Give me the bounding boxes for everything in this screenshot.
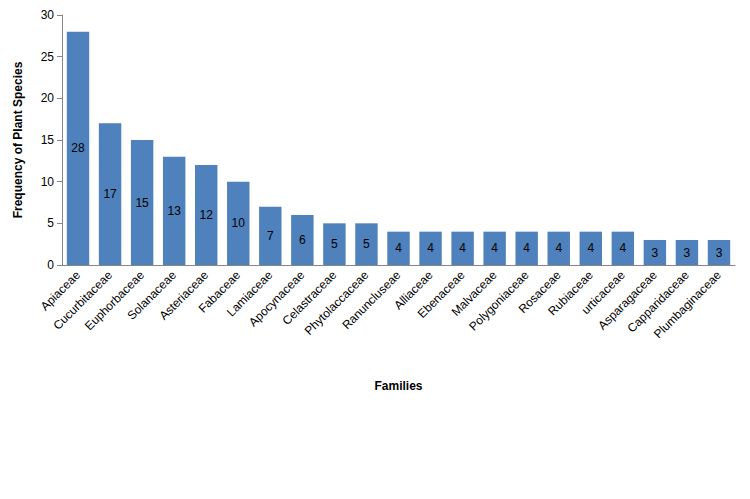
- svg-text:Plumbaginaceae: Plumbaginaceae: [651, 268, 724, 341]
- svg-text:Families: Families: [374, 379, 422, 393]
- svg-text:Solanaceae: Solanaceae: [124, 268, 180, 323]
- svg-text:Asteriaceae: Asteriaceae: [156, 268, 212, 323]
- svg-text:4: 4: [555, 241, 562, 255]
- svg-text:urticaceae: urticaceae: [578, 268, 628, 318]
- svg-text:12: 12: [200, 208, 214, 222]
- svg-text:13: 13: [167, 204, 181, 218]
- svg-text:4: 4: [619, 241, 626, 255]
- svg-text:10: 10: [41, 175, 55, 189]
- svg-text:28: 28: [71, 141, 85, 155]
- svg-text:10: 10: [232, 216, 246, 230]
- svg-text:4: 4: [587, 241, 594, 255]
- svg-text:Euphorbaceae: Euphorbaceae: [82, 268, 148, 334]
- svg-text:15: 15: [41, 133, 55, 147]
- svg-text:Celastraceae: Celastraceae: [279, 268, 340, 328]
- svg-text:6: 6: [299, 233, 306, 247]
- svg-text:5: 5: [363, 237, 370, 251]
- svg-text:5: 5: [331, 237, 338, 251]
- svg-text:Rosaceae: Rosaceae: [515, 268, 564, 317]
- svg-text:Phytolaccaceae: Phytolaccaceae: [301, 268, 372, 338]
- svg-text:Apocynaceae: Apocynaceae: [246, 268, 308, 330]
- svg-text:Ebenaceae: Ebenaceae: [414, 268, 468, 321]
- svg-text:25: 25: [41, 50, 55, 64]
- svg-text:0: 0: [47, 258, 54, 272]
- svg-text:Ranuncluseae: Ranuncluseae: [339, 268, 404, 333]
- svg-text:Apiaceae: Apiaceae: [37, 268, 83, 314]
- svg-text:3: 3: [716, 246, 723, 260]
- svg-text:Cucurbitaceae: Cucurbitaceae: [50, 268, 115, 333]
- svg-text:17: 17: [103, 187, 117, 201]
- svg-text:30: 30: [41, 8, 55, 22]
- svg-text:20: 20: [41, 91, 55, 105]
- svg-text:Frequency of Plant Species: Frequency of Plant Species: [11, 61, 25, 218]
- svg-text:Malvaceae: Malvaceae: [448, 268, 500, 319]
- svg-text:Lamiaceae: Lamiaceae: [223, 268, 276, 320]
- svg-text:Capparidaceae: Capparidaceae: [624, 268, 692, 336]
- svg-text:4: 4: [427, 241, 434, 255]
- svg-text:15: 15: [135, 196, 149, 210]
- svg-text:Rubiaceae: Rubiaceae: [545, 268, 596, 319]
- svg-text:Alliaceae: Alliaceae: [391, 268, 436, 313]
- svg-text:4: 4: [395, 241, 402, 255]
- svg-text:4: 4: [459, 241, 466, 255]
- svg-text:Fabaceae: Fabaceae: [195, 268, 244, 316]
- svg-text:Asparagaceae: Asparagaceae: [595, 268, 660, 333]
- svg-text:3: 3: [652, 246, 659, 260]
- svg-text:3: 3: [684, 246, 691, 260]
- svg-text:5: 5: [47, 216, 54, 230]
- svg-text:4: 4: [491, 241, 498, 255]
- svg-text:Polygoniaceae: Polygoniaceae: [466, 268, 532, 334]
- svg-text:4: 4: [523, 241, 530, 255]
- svg-text:7: 7: [267, 229, 274, 243]
